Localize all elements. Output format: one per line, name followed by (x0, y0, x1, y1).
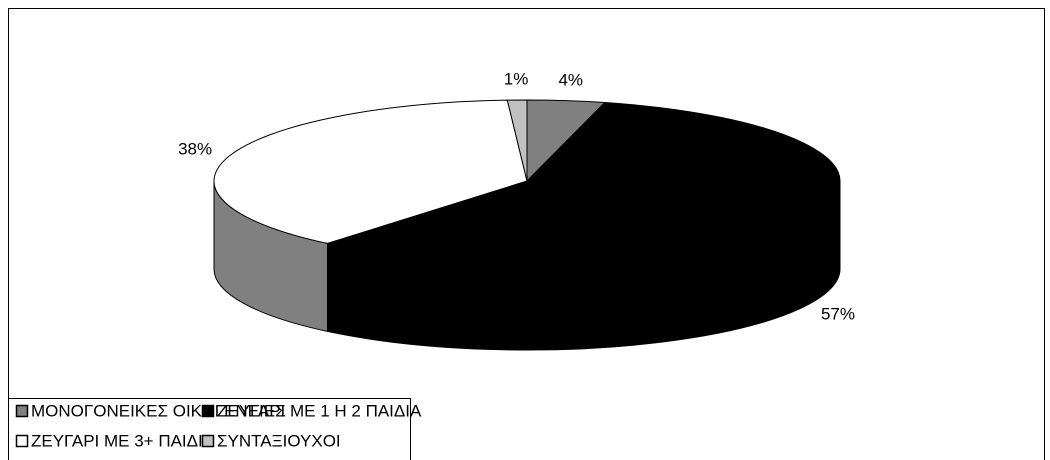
legend-label: ΖΕΥΓΑΡΙ ΜΕ 3+ ΠΑΙΔΙΑ (31, 431, 215, 450)
slice (506, 99, 528, 182)
data-label: 57% (821, 304, 855, 323)
legend-swatch (201, 434, 215, 448)
slice (325, 102, 841, 263)
legend-swatch (15, 404, 29, 418)
legend-swatch (201, 404, 215, 418)
legend-swatch (15, 434, 29, 448)
legend-label: ΖΕΥΓΑΡΙ ΜΕ 1 Η 2 ΠΑΙΔΙΑ (217, 401, 422, 420)
legend-label: ΜΟΝΟΓΟΝΕΙΚΕΣ ΟΙΚΟΓΕΝΕΙΕΣ (31, 401, 286, 420)
data-label: 4% (558, 70, 583, 89)
data-label: 38% (178, 139, 212, 158)
data-label: 1% (504, 70, 529, 89)
legend-label: ΣΥΝΤΑΞΙΟΥΧΟΙ (217, 431, 341, 450)
slice (213, 99, 528, 244)
